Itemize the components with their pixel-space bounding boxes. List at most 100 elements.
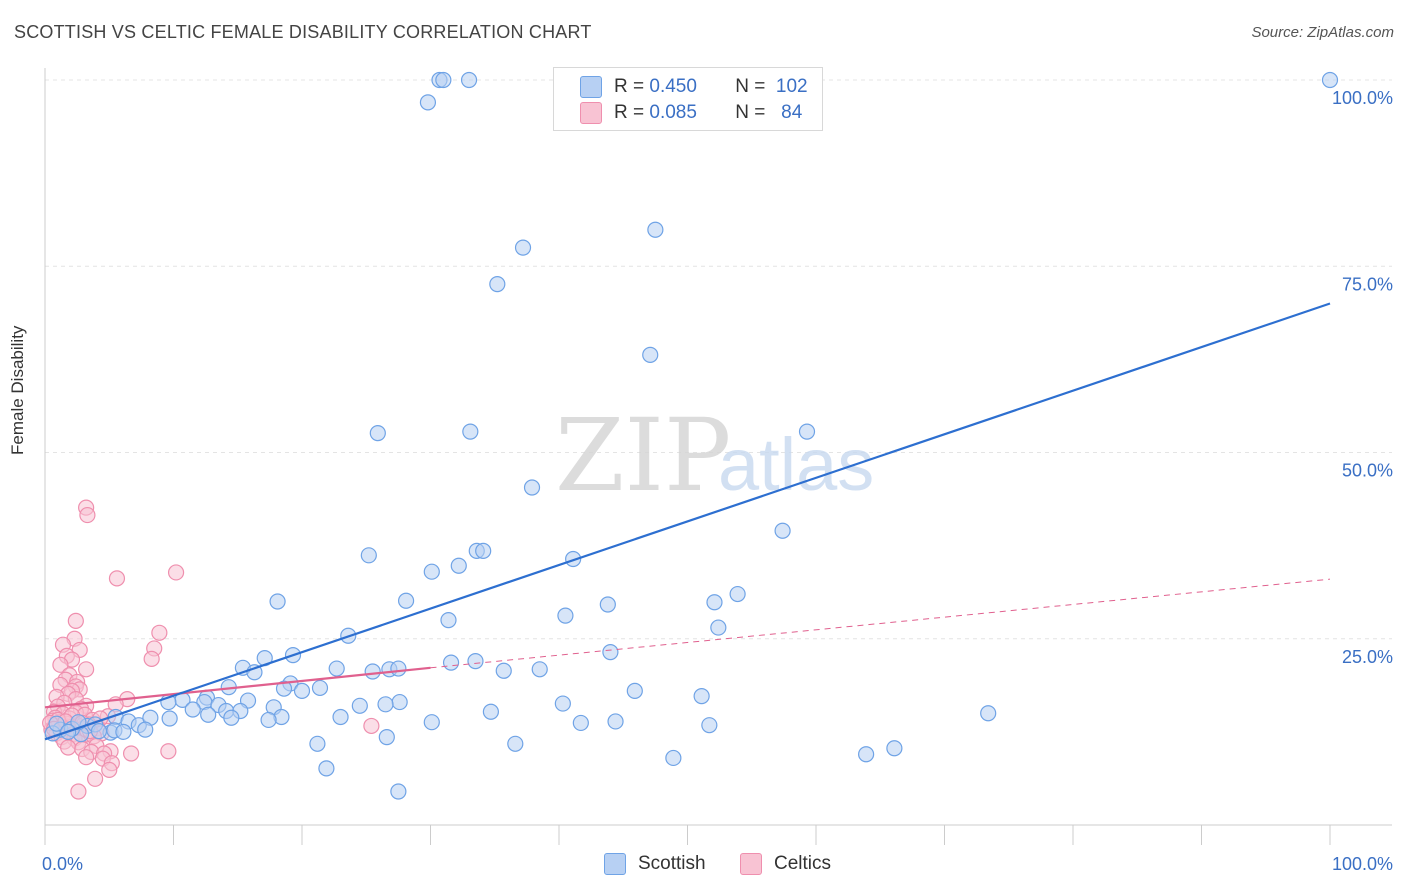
bottom-legend-scottish: Scottish	[604, 852, 706, 876]
data-point	[557, 607, 574, 624]
data-point	[665, 749, 682, 767]
data-point	[886, 740, 903, 757]
data-point	[364, 663, 381, 680]
data-point	[626, 682, 643, 700]
data-point	[378, 728, 395, 746]
data-point	[223, 709, 240, 726]
data-point	[980, 705, 997, 722]
data-point	[60, 739, 77, 756]
data-point	[523, 479, 541, 496]
data-point	[332, 708, 349, 726]
data-point	[369, 425, 386, 442]
watermark: ZIP atlas	[555, 397, 874, 514]
data-point	[108, 570, 126, 587]
data-point	[167, 564, 185, 581]
data-point	[435, 71, 452, 89]
data-point	[397, 592, 415, 609]
data-point	[48, 715, 65, 732]
data-point	[70, 783, 87, 800]
watermark-atlas: atlas	[718, 423, 874, 506]
trend-lines	[44, 302, 1331, 741]
scottish-points	[44, 71, 1339, 800]
data-point	[710, 619, 727, 636]
data-point	[460, 71, 478, 89]
bottom-legend-label-scottish: Scottish	[638, 853, 706, 874]
legend-swatch-celtics	[580, 102, 602, 124]
data-point	[318, 760, 335, 777]
data-point	[462, 423, 479, 440]
data-point	[599, 596, 616, 613]
data-point	[489, 276, 506, 293]
data-point	[377, 696, 394, 713]
data-point	[122, 745, 140, 762]
legend-n-value: 102	[775, 76, 808, 97]
y-tick-label: 25.0%	[1342, 647, 1393, 667]
y-tick-label: 75.0%	[1342, 274, 1393, 294]
data-point	[442, 654, 460, 671]
data-point	[706, 594, 723, 611]
trend-line-celtics	[44, 666, 431, 709]
data-point	[311, 679, 329, 697]
data-point	[184, 701, 201, 718]
bottom-legend-celtics: Celtics	[740, 852, 831, 876]
data-point	[161, 710, 178, 727]
trend-line-scottish	[44, 302, 1331, 741]
tick-labels: 25.0% 50.0% 75.0% 100.0% 0.0% 100.0%	[42, 88, 1393, 874]
data-point	[137, 721, 154, 738]
legend-r-label: R =	[614, 102, 645, 123]
x-tick-label: 100.0%	[1332, 854, 1393, 874]
celtics-points	[42, 499, 380, 800]
data-point	[554, 695, 571, 712]
data-point	[52, 656, 69, 673]
data-point	[160, 743, 177, 760]
data-point	[647, 221, 664, 238]
bottom-legend-label-celtics: Celtics	[774, 853, 832, 874]
data-point	[467, 652, 484, 670]
data-point	[774, 522, 791, 539]
data-point	[858, 746, 875, 763]
data-point	[693, 688, 710, 705]
data-point	[450, 557, 467, 574]
data-point	[423, 714, 440, 731]
data-point	[495, 662, 512, 679]
axes	[44, 68, 1392, 845]
data-point	[90, 723, 108, 740]
data-point	[78, 661, 95, 678]
data-point	[514, 239, 532, 256]
data-point	[423, 563, 440, 580]
data-point	[293, 682, 311, 700]
data-point	[200, 706, 217, 723]
data-point	[115, 723, 132, 740]
chart-source: Source: ZipAtlas.com	[1251, 24, 1394, 41]
data-point	[572, 714, 589, 732]
watermark-zip: ZIP	[555, 397, 731, 514]
legend-r-value: 0.085	[649, 102, 697, 123]
data-point	[642, 346, 659, 364]
data-point	[269, 593, 286, 610]
data-point	[78, 749, 95, 766]
data-point	[79, 506, 96, 524]
data-point	[351, 697, 368, 714]
data-point	[275, 680, 293, 697]
data-point	[67, 612, 84, 629]
legend-row-celtics: R = 0.085 N = 84	[580, 101, 802, 125]
gridlines	[45, 79, 1392, 640]
data-point	[565, 550, 582, 568]
legend-n-label: N =	[735, 76, 766, 97]
data-point	[151, 624, 168, 641]
data-point	[531, 661, 548, 678]
legend-swatch-scottish	[580, 76, 602, 98]
legend-r-value: 0.450	[649, 76, 697, 97]
data-point	[390, 783, 407, 800]
data-point	[607, 713, 624, 730]
data-point	[507, 735, 524, 752]
data-point	[798, 423, 816, 440]
y-tick-label: 100.0%	[1332, 88, 1393, 108]
data-point	[87, 770, 104, 787]
chart-title: SCOTTISH VS CELTIC FEMALE DISABILITY COR…	[14, 22, 592, 42]
data-point	[143, 650, 160, 667]
bottom-swatch-celtics	[740, 853, 762, 875]
legend-n-label: N =	[735, 102, 766, 123]
y-axis-label: Female Disability	[8, 325, 27, 455]
